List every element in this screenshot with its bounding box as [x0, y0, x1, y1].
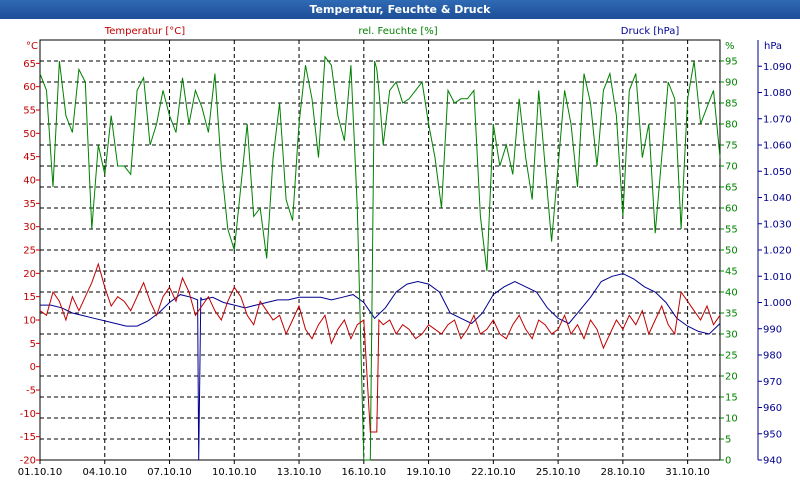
humidity-tick-label: 5 [725, 435, 731, 446]
pressure-tick-label: 1.080 [763, 88, 792, 99]
pressure-tick-label: 1.030 [763, 219, 792, 230]
pressure-tick-label: 1.070 [763, 114, 792, 125]
x-tick-label: 22.10.10 [471, 467, 516, 478]
temperature-tick-label: 5 [30, 339, 36, 350]
pressure-axis-label: Druck [hPa] [621, 26, 680, 37]
humidity-tick-label: 40 [725, 288, 738, 299]
humidity-tick-label: 15 [725, 393, 738, 404]
temperature-tick-label: 55 [23, 106, 36, 117]
temperature-unit-label: °C [26, 41, 38, 52]
humidity-tick-label: 90 [725, 78, 738, 89]
temperature-series-line [39, 262, 721, 433]
humidity-tick-label: 55 [725, 225, 738, 236]
pressure-tick-label: 940 [763, 456, 782, 467]
humidity-tick-label: 20 [725, 372, 738, 383]
x-tick-label: 19.10.10 [406, 467, 451, 478]
humidity-tick-label: 0 [725, 456, 731, 467]
pressure-unit-label: hPa [764, 41, 782, 52]
pressure-tick-label: 1.020 [763, 246, 792, 257]
humidity-tick-label: 30 [725, 330, 738, 341]
x-axis: 01.10.10 04.10.10 07.10.10 10.10.10 13.10.10… [18, 460, 710, 478]
humidity-tick-label: 95 [725, 57, 738, 68]
temperature-axis-label: Temperatur [°C] [104, 26, 185, 37]
temperature-axis: -20 -15 -10 -5 0 5 10 15 20 25 30 35 40 45 50 55 60 65 [20, 59, 40, 467]
temperature-tick-label: 30 [23, 222, 36, 233]
humidity-tick-label: 65 [725, 183, 738, 194]
humidity-tick-label: 70 [725, 162, 738, 173]
x-tick-label: 28.10.10 [601, 467, 646, 478]
x-tick-label: 04.10.10 [82, 467, 127, 478]
series-layer [39, 55, 721, 461]
temperature-tick-label: 25 [23, 246, 36, 257]
pressure-series-line [40, 273, 721, 461]
pressure-tick-label: 970 [763, 377, 782, 388]
x-tick-label: 01.10.10 [18, 467, 63, 478]
temperature-tick-label: 0 [30, 362, 36, 373]
x-tick-label: 25.10.10 [536, 467, 581, 478]
humidity-unit-label: % [725, 41, 735, 52]
humidity-series-line [39, 55, 721, 461]
pressure-tick-label: 990 [763, 324, 782, 335]
humidity-tick-label: 45 [725, 267, 738, 278]
pressure-tick-label: 960 [763, 403, 782, 414]
temperature-tick-label: 40 [23, 176, 36, 187]
pressure-tick-label: 1.000 [763, 298, 792, 309]
temperature-tick-label: -5 [26, 386, 36, 397]
temperature-tick-label: 35 [23, 199, 36, 210]
x-tick-label: 07.10.10 [147, 467, 192, 478]
humidity-tick-label: 35 [725, 309, 738, 320]
humidity-tick-label: 25 [725, 351, 738, 362]
x-tick-label: 13.10.10 [277, 467, 322, 478]
temperature-tick-label: -15 [20, 432, 36, 443]
x-tick-label: 10.10.10 [212, 467, 257, 478]
humidity-tick-label: 80 [725, 120, 738, 131]
temperature-tick-label: 15 [23, 292, 36, 303]
humidity-axis-label: rel. Feuchte [%] [358, 26, 437, 37]
humidity-tick-label: 75 [725, 141, 738, 152]
pressure-tick-label: 950 [763, 429, 782, 440]
temperature-tick-label: 10 [23, 316, 36, 327]
x-tick-label: 16.10.10 [342, 467, 387, 478]
temperature-tick-label: 45 [23, 152, 36, 163]
window-title: Temperatur, Feuchte & Druck [0, 0, 800, 19]
temperature-tick-label: -10 [20, 409, 36, 420]
pressure-tick-label: 980 [763, 351, 782, 362]
humidity-tick-label: 85 [725, 99, 738, 110]
temperature-tick-label: 60 [23, 82, 36, 93]
temperature-tick-label: 20 [23, 269, 36, 280]
humidity-tick-label: 50 [725, 246, 738, 257]
x-tick-label: 31.10.10 [665, 467, 710, 478]
humidity-axis: 0 5 10 15 20 25 30 35 40 45 50 55 60 65 70 75 80 85 90 95 [720, 57, 738, 467]
humidity-tick-label: 60 [725, 204, 738, 215]
pressure-tick-label: 1.040 [763, 193, 792, 204]
temperature-tick-label: 65 [23, 59, 36, 70]
pressure-tick-label: 1.090 [763, 62, 792, 73]
pressure-tick-label: 1.060 [763, 141, 792, 152]
pressure-axis: 940 950 960 970 980 990 1.000 1.010 1.020 1.030 1.… [757, 40, 792, 467]
humidity-tick-label: 10 [725, 414, 738, 425]
pressure-tick-label: 1.010 [763, 272, 792, 283]
temperature-tick-label: 50 [23, 129, 36, 140]
pressure-tick-label: 1.050 [763, 167, 792, 178]
temperature-tick-label: -20 [20, 456, 36, 467]
